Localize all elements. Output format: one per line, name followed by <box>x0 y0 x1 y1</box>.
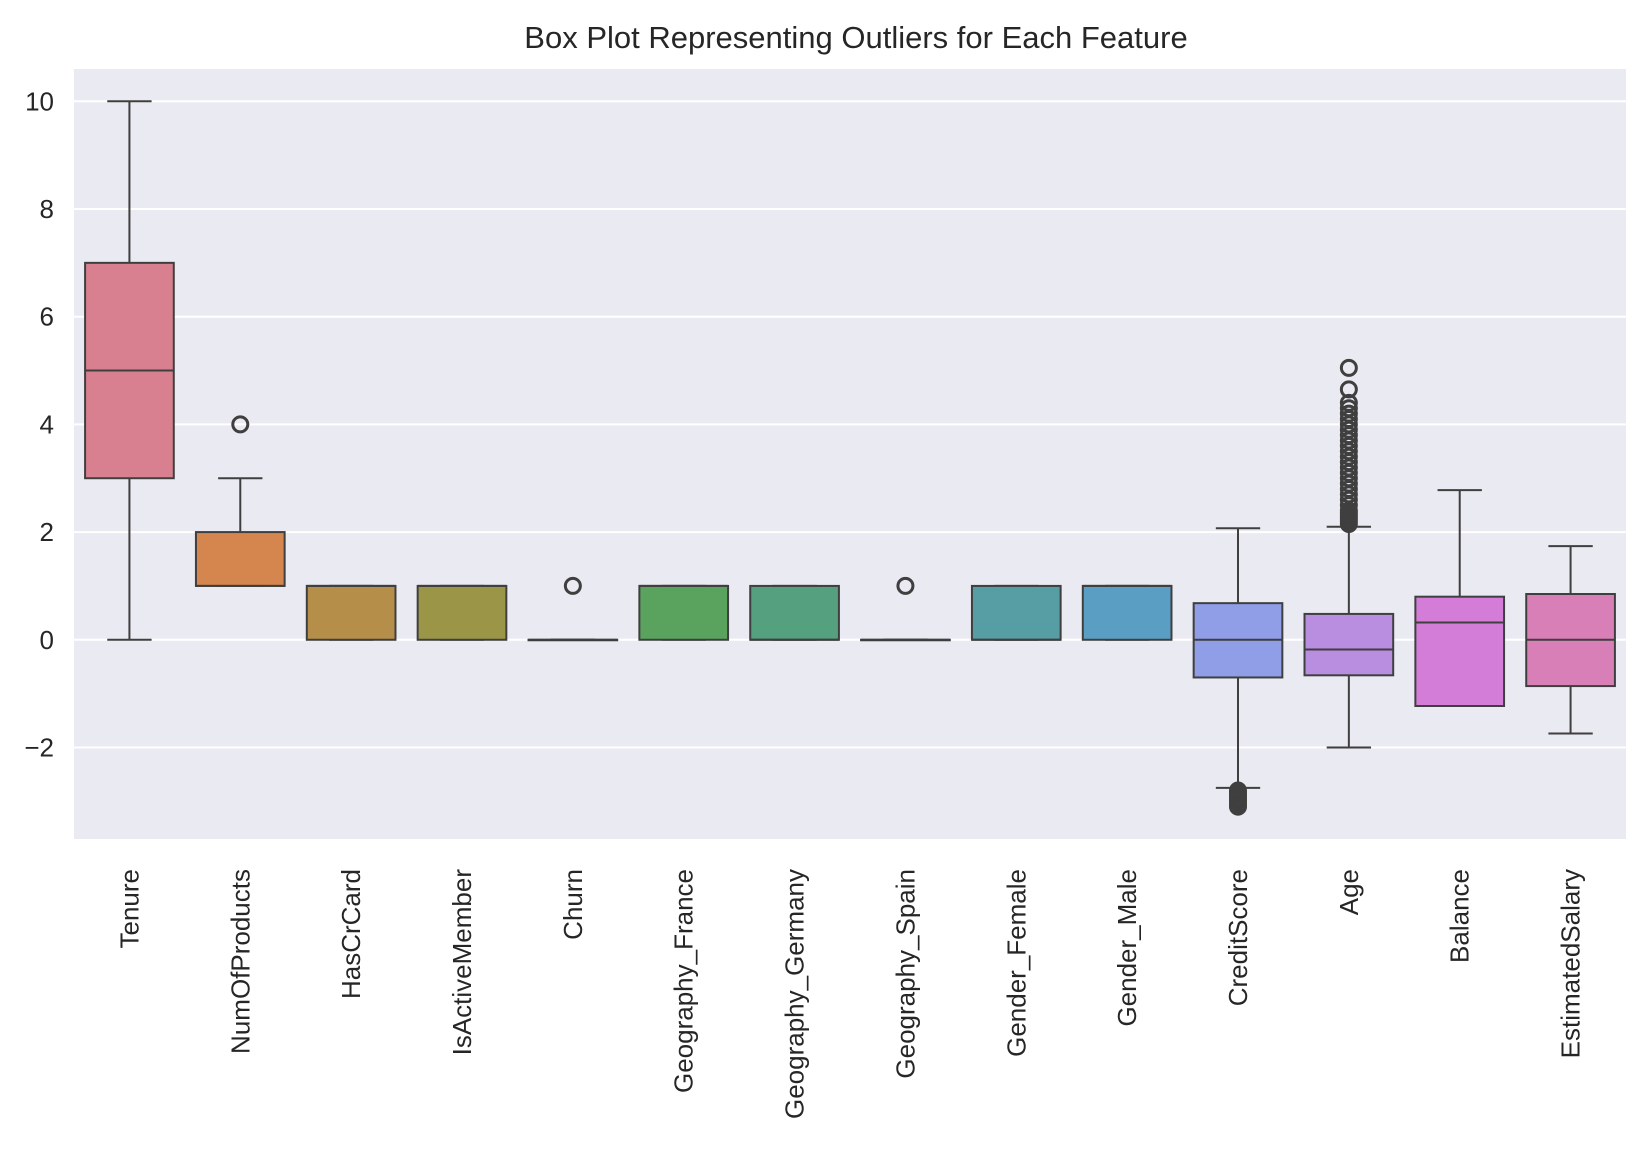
y-tick-label: −2 <box>24 732 54 762</box>
x-axis-tick-labels: Tenure NumOfProducts HasCrCard IsActiveMemb… <box>114 869 1585 1119</box>
y-tick-label: 4 <box>40 409 54 439</box>
x-tick-label: HasCrCard <box>336 869 366 999</box>
iqr-box <box>970 584 1062 641</box>
y-tick-label: 10 <box>25 86 54 116</box>
x-tick-label: Gender_Male <box>1112 869 1142 1027</box>
x-tick-label: Tenure <box>114 869 144 949</box>
x-tick-label: Geography_Germany <box>780 869 810 1119</box>
iqr-box <box>194 531 286 587</box>
outlier-point <box>1339 404 1358 423</box>
iqr-box <box>1081 584 1173 641</box>
x-tick-label: Balance <box>1445 869 1475 963</box>
iqr-box <box>416 584 508 641</box>
box-isactivemember <box>416 584 508 641</box>
iqr-box <box>1303 612 1395 677</box>
outlier-point <box>231 415 250 434</box>
chart-title: Box Plot Representing Outliers for Each … <box>524 20 1187 55</box>
y-tick-label: 8 <box>40 194 54 224</box>
y-axis-tick-labels: −2 0 2 4 6 8 10 <box>24 86 54 762</box>
iqr-box <box>749 584 840 641</box>
box-churn <box>527 576 619 642</box>
outlier-point <box>563 576 582 595</box>
box-tenure <box>84 100 175 641</box>
y-tick-label: 0 <box>40 625 54 655</box>
box-gender-male <box>1081 584 1173 641</box>
x-tick-label: Age <box>1334 869 1364 915</box>
box-age <box>1303 358 1395 749</box>
x-tick-label: Geography_Spain <box>890 869 920 1079</box>
box-geography-germany <box>749 584 840 641</box>
outlier-point <box>1339 358 1358 377</box>
outlier-point <box>1339 380 1358 399</box>
y-tick-label: 6 <box>40 302 54 332</box>
box-estimatedsalary <box>1525 545 1616 735</box>
outlier-point <box>896 576 915 595</box>
plot-area <box>74 69 1626 839</box>
box-creditscore <box>1192 527 1284 816</box>
box-numofproducts <box>194 415 286 587</box>
outlier-point <box>1339 393 1358 412</box>
box-hascrcard <box>305 584 397 641</box>
box-gender-female <box>970 584 1062 641</box>
outlier-point <box>1339 399 1358 418</box>
x-tick-label: IsActiveMember <box>447 869 477 1056</box>
boxes <box>84 100 1616 816</box>
outlier-point <box>1229 797 1247 816</box>
x-tick-label: Geography_France <box>669 869 699 1093</box>
x-tick-label: Gender_Female <box>1001 869 1031 1057</box>
iqr-box <box>638 584 730 641</box>
y-tick-label: 2 <box>40 517 54 547</box>
iqr-box <box>1414 595 1506 708</box>
box-geography-france <box>638 584 730 641</box>
iqr-box <box>305 584 397 641</box>
x-tick-label: CreditScore <box>1223 869 1253 1006</box>
x-tick-label: NumOfProducts <box>225 869 255 1054</box>
x-tick-label: EstimatedSalary <box>1556 869 1586 1058</box>
x-tick-label: Churn <box>558 869 588 940</box>
box-balance <box>1414 489 1506 708</box>
box-geography-spain <box>860 576 951 642</box>
